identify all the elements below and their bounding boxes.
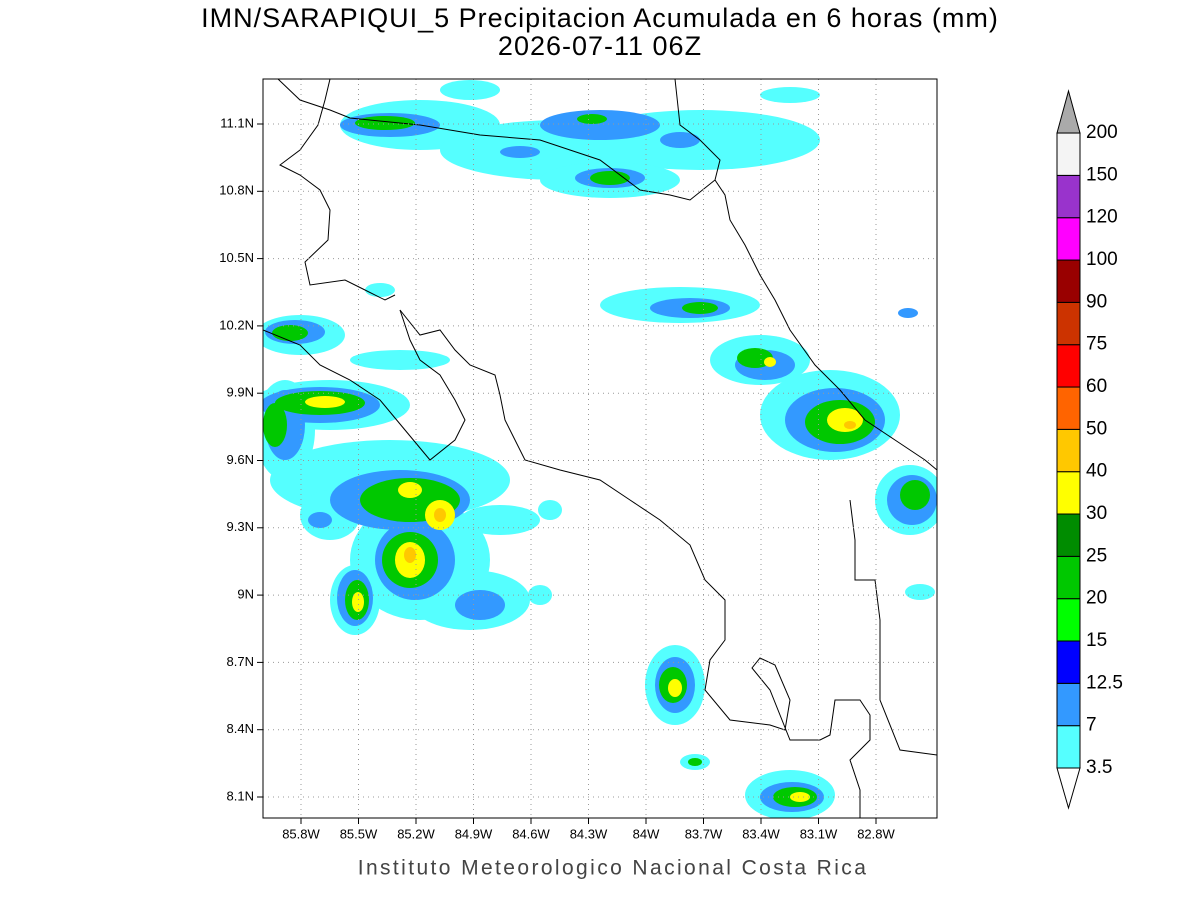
colorbar-label: 25 xyxy=(1086,545,1107,566)
map-area xyxy=(263,79,937,818)
colorbar-label: 40 xyxy=(1086,461,1107,482)
y-tick-label: 8.1N xyxy=(227,788,254,803)
x-tick-label: 82.8W xyxy=(857,826,895,841)
footer-credit: Instituto Meteorologico Nacional Costa R… xyxy=(358,857,869,880)
colorbar-swatch xyxy=(1056,598,1081,642)
colorbar-label: 20 xyxy=(1086,588,1107,609)
colorbar-label: 200 xyxy=(1086,122,1118,143)
colorbar-swatch xyxy=(1056,471,1081,515)
y-tick-label: 8.7N xyxy=(227,654,254,669)
x-tick-label: 83.7W xyxy=(685,826,723,841)
colorbar-swatch xyxy=(1056,259,1081,303)
x-tick-label: 84.3W xyxy=(570,826,608,841)
x-tick-label: 83.4W xyxy=(742,826,780,841)
colorbar-label: 7 xyxy=(1086,715,1097,736)
title: IMN/SARAPIQUI_5 Precipitacion Acumulada … xyxy=(201,3,999,33)
subtitle: 2026-07-11 06Z xyxy=(498,31,702,61)
x-tick-label: 84.6W xyxy=(512,826,550,841)
x-tick-label: 84.9W xyxy=(455,826,493,841)
y-tick-label: 10.5N xyxy=(219,250,254,265)
colorbar-swatch xyxy=(1056,344,1081,388)
y-tick-label: 9.9N xyxy=(227,385,254,400)
colorbar-swatch xyxy=(1056,555,1081,600)
x-tick-label: 83.1W xyxy=(800,826,838,841)
colorbar-swatch xyxy=(1056,682,1081,727)
y-tick-label: 10.8N xyxy=(219,183,254,198)
colorbar-label: 30 xyxy=(1086,503,1107,524)
colorbar-upper-triangle xyxy=(1056,89,1081,134)
colorbar-swatch xyxy=(1056,428,1081,473)
x-tick-label: 85.8W xyxy=(282,826,320,841)
colorbar-label: 60 xyxy=(1086,376,1107,397)
colorbar-swatch xyxy=(1056,174,1081,219)
colorbar-swatch xyxy=(1056,640,1081,684)
x-tick-label: 85.2W xyxy=(397,826,435,841)
colorbar-swatch xyxy=(1056,386,1081,430)
colorbar-label: 50 xyxy=(1086,418,1107,439)
map-frame xyxy=(262,78,938,819)
colorbar-swatch xyxy=(1056,301,1081,346)
precipitation xyxy=(263,80,937,818)
colorbar-label: 12.5 xyxy=(1086,672,1123,693)
y-tick-label: 9N xyxy=(237,587,254,602)
colorbar-label: 15 xyxy=(1086,630,1107,651)
colorbar-label: 75 xyxy=(1086,334,1107,355)
colorbar-label: 120 xyxy=(1086,207,1118,228)
y-tick-label: 11.1N xyxy=(220,115,254,130)
x-tick-label: 84W xyxy=(633,826,660,841)
y-tick-label: 9.6N xyxy=(227,452,254,467)
y-tick-label: 8.4N xyxy=(227,721,254,736)
colorbar-label: 3.5 xyxy=(1086,757,1112,778)
y-tick-label: 10.2N xyxy=(219,317,254,332)
colorbar-label: 150 xyxy=(1086,164,1118,185)
x-tick-label: 85.5W xyxy=(340,826,378,841)
grid: 85.8W 85.5W 85.2W 84.9W 84.6W 84.3W 84W 83.7W 83… xyxy=(219,79,937,841)
y-tick-label: 9.3N xyxy=(227,519,254,534)
colorbar-label: 90 xyxy=(1086,291,1107,312)
coastlines xyxy=(263,79,937,818)
colorbar-swatch xyxy=(1056,217,1081,261)
colorbar-swatch xyxy=(1056,725,1081,769)
colorbar-lower-triangle xyxy=(1056,767,1081,810)
colorbar: 3.5 7 12.5 15 20 25 30 40 50 60 75 90 100 120 150 200 xyxy=(1056,89,1123,810)
colorbar-swatch xyxy=(1056,513,1081,557)
colorbar-label: 100 xyxy=(1086,249,1118,270)
colorbar-swatch xyxy=(1056,132,1081,176)
